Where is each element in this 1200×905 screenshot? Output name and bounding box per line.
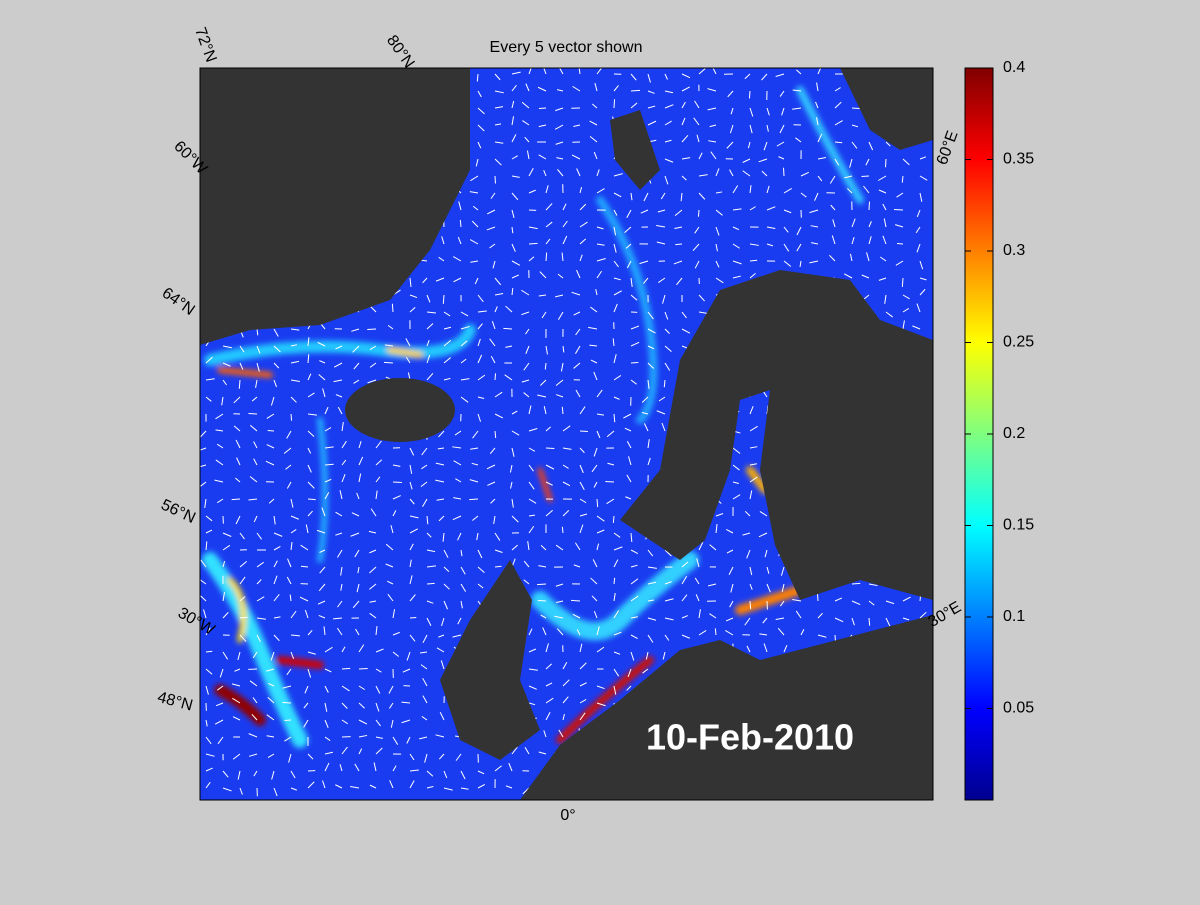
current-vector	[562, 407, 563, 414]
current-vector	[852, 583, 860, 584]
current-vector	[232, 499, 240, 500]
current-vector	[469, 499, 478, 500]
current-vector	[571, 600, 580, 601]
map: 10-Feb-2010	[198, 66, 933, 800]
colorbar-tick-label: 0.3	[1003, 242, 1025, 259]
current-vector	[546, 448, 554, 449]
grid-label: 80°N	[383, 32, 417, 71]
current-vector	[239, 380, 240, 389]
current-vector	[301, 566, 308, 567]
current-vector	[852, 108, 860, 109]
current-vector	[750, 601, 751, 609]
iceland	[345, 378, 455, 442]
current-vector	[539, 108, 546, 109]
current-vector	[631, 362, 638, 363]
current-vector	[817, 593, 818, 601]
current-vector	[614, 578, 615, 584]
current-vector	[897, 243, 903, 244]
current-vector	[291, 414, 292, 421]
current-vector	[869, 618, 870, 626]
current-vector	[503, 328, 512, 329]
current-vector	[545, 363, 546, 369]
current-vector	[749, 91, 750, 98]
current-vector	[862, 176, 869, 177]
current-vector	[529, 243, 538, 244]
grid-label: 60°E	[934, 129, 962, 168]
current-vector	[546, 252, 547, 261]
current-vector	[495, 431, 496, 438]
grid-label: 56°N	[158, 496, 198, 527]
colorbar-tick-label: 0.15	[1003, 517, 1034, 534]
colorbar-tick-label: 0.4	[1003, 59, 1025, 76]
current-vector	[675, 244, 682, 245]
current-vector	[664, 380, 665, 387]
grid-label: 64°N	[159, 285, 198, 319]
colorbar-tick-label: 0.25	[1003, 334, 1034, 351]
current-vector	[342, 668, 350, 669]
grid-label: 48°N	[156, 689, 195, 715]
current-vector	[477, 74, 478, 82]
current-vector	[240, 617, 248, 618]
current-vector	[902, 278, 903, 287]
current-vector	[605, 481, 614, 482]
current-vector	[427, 583, 435, 584]
current-vector	[698, 210, 699, 217]
current-vector	[835, 142, 842, 143]
current-vector	[631, 90, 640, 91]
colorbar-tick-label: 0.1	[1003, 608, 1025, 625]
current-vector	[613, 516, 614, 523]
current-vector	[325, 464, 334, 465]
colorbar-tick-label: 0.05	[1003, 700, 1034, 717]
current-vector	[443, 295, 444, 304]
current-vector	[495, 373, 496, 380]
current-vector	[410, 617, 416, 618]
grid-label: 0°	[560, 807, 575, 824]
current-vector	[614, 99, 615, 108]
current-vector	[597, 499, 598, 507]
colorbar-tick-label: 0.35	[1003, 151, 1034, 168]
colorbar-tick-label: 0.2	[1003, 425, 1025, 442]
current-vector	[460, 220, 461, 227]
current-vector	[715, 628, 716, 635]
date-label: 10-Feb-2010	[646, 717, 854, 758]
current-vector	[308, 499, 316, 500]
current-vector	[384, 362, 393, 363]
grid-label: 72°N	[191, 25, 219, 64]
current-vector	[537, 584, 546, 585]
current-vector	[562, 527, 563, 533]
map-title: Every 5 vector shown	[490, 39, 643, 56]
current-vector	[392, 304, 393, 312]
